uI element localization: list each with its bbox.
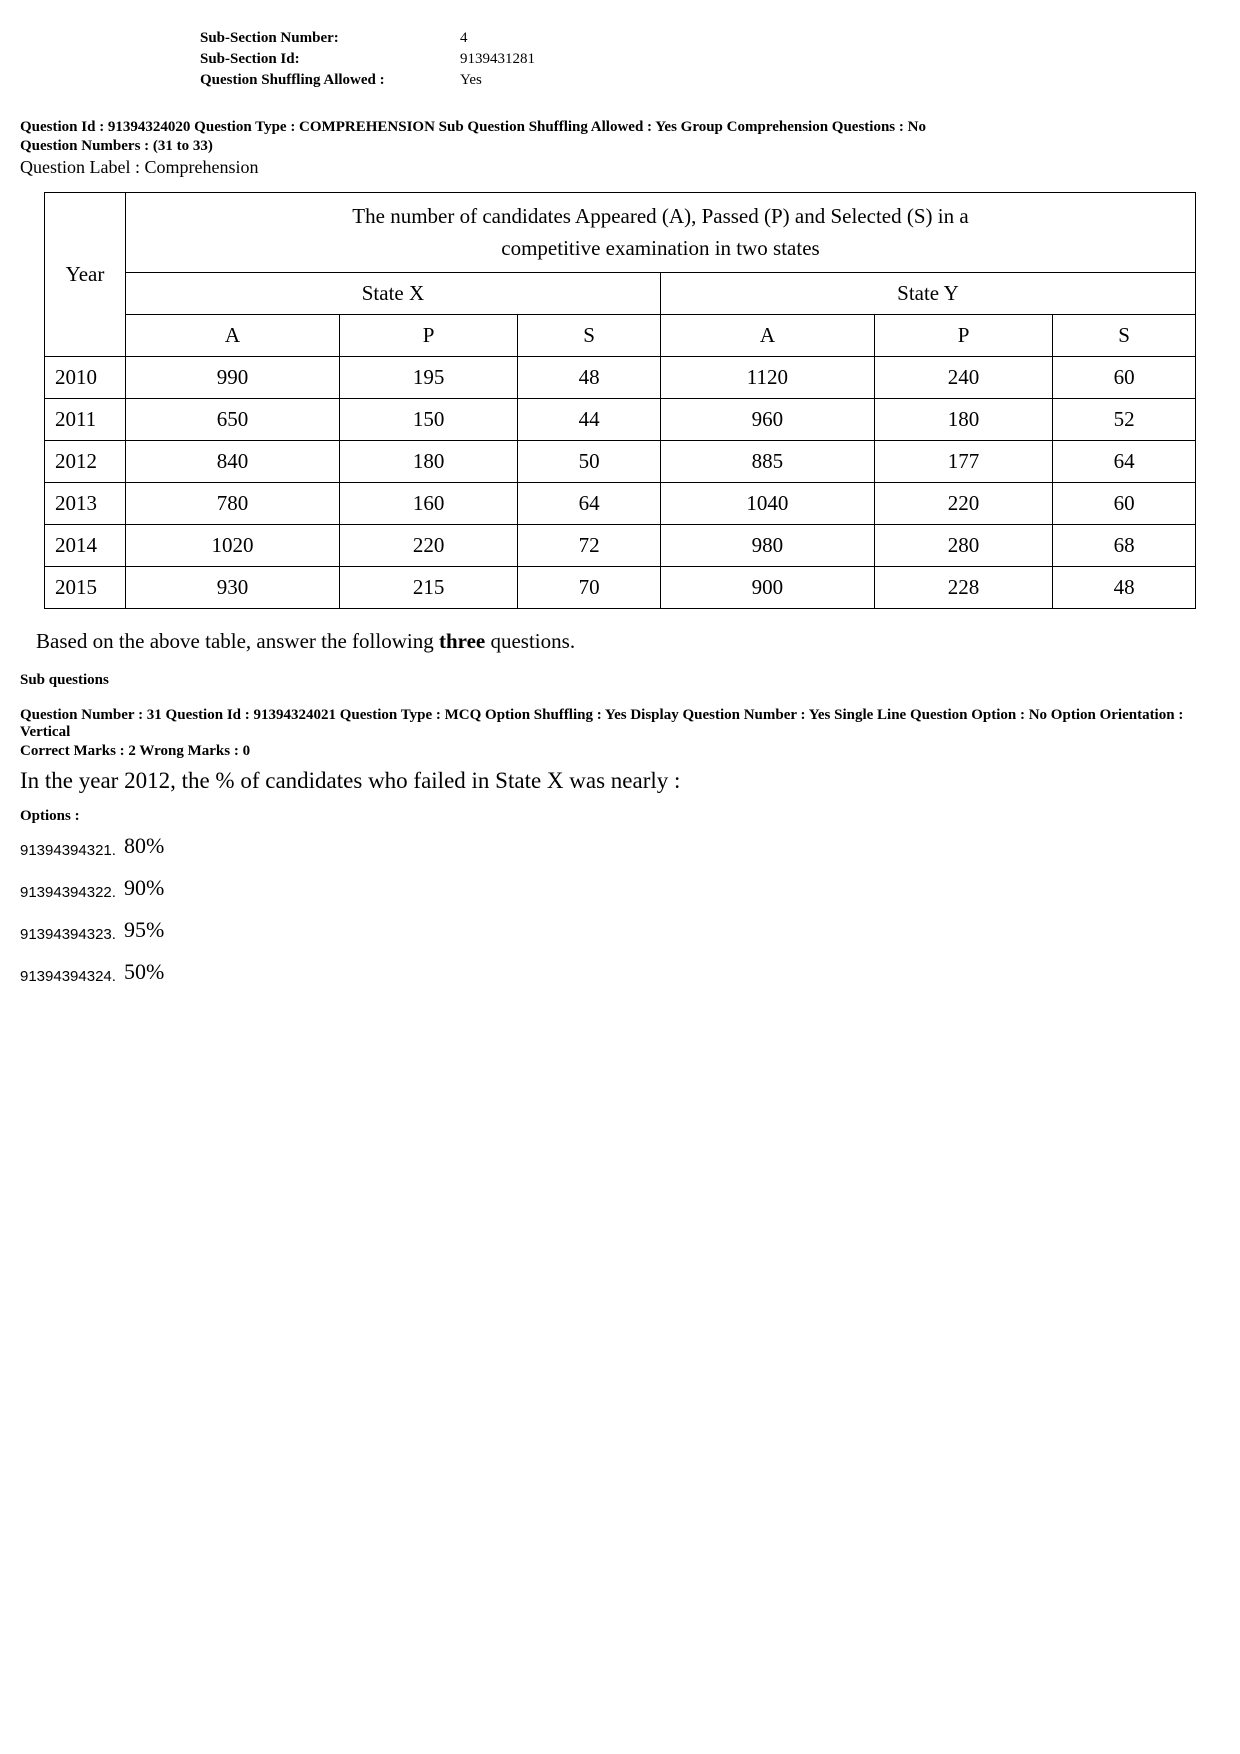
year-header: Year <box>45 193 126 357</box>
data-cell: 980 <box>660 525 874 567</box>
caption-line1: The number of candidates Appeared (A), P… <box>352 204 968 228</box>
sub-questions-label: Sub questions <box>20 672 1220 689</box>
year-cell: 2011 <box>45 399 126 441</box>
meta-row: Question Shuffling Allowed : Yes <box>200 72 1220 89</box>
data-cell: 990 <box>126 357 340 399</box>
data-cell: 68 <box>1053 525 1196 567</box>
option-value: 95% <box>124 919 164 943</box>
sub-header-row: A P S A P S <box>45 315 1196 357</box>
table-caption: The number of candidates Appeared (A), P… <box>126 193 1196 273</box>
table-row: 20159302157090022848 <box>45 567 1196 609</box>
meta-row: Sub-Section Id: 9139431281 <box>200 51 1220 68</box>
option-id: 91394394322. <box>20 884 116 901</box>
question-header-line1: Question Number : 31 Question Id : 91394… <box>20 707 1220 741</box>
option-id: 91394394323. <box>20 926 116 943</box>
instruction-suffix: questions. <box>485 629 575 653</box>
table-row: 201378016064104022060 <box>45 483 1196 525</box>
col-header: S <box>518 315 661 357</box>
col-header: S <box>1053 315 1196 357</box>
meta-row: Sub-Section Number: 4 <box>200 30 1220 47</box>
data-cell: 228 <box>874 567 1052 609</box>
data-cell: 177 <box>874 441 1052 483</box>
state-header-row: State X State Y <box>45 273 1196 315</box>
table-row: 20116501504496018052 <box>45 399 1196 441</box>
col-header: P <box>339 315 517 357</box>
data-cell: 180 <box>874 399 1052 441</box>
data-cell: 220 <box>339 525 517 567</box>
data-cell: 900 <box>660 567 874 609</box>
instruction-text: Based on the above table, answer the fol… <box>36 629 1220 654</box>
data-cell: 930 <box>126 567 340 609</box>
data-cell: 885 <box>660 441 874 483</box>
meta-label: Question Shuffling Allowed : <box>200 72 460 89</box>
instruction-bold: three <box>439 629 485 653</box>
comprehension-header-line1: Question Id : 91394324020 Question Type … <box>20 119 1220 136</box>
data-cell: 60 <box>1053 357 1196 399</box>
comprehension-header-line2: Question Numbers : (31 to 33) <box>20 138 1220 155</box>
data-cell: 195 <box>339 357 517 399</box>
meta-value: Yes <box>460 72 482 89</box>
meta-value: 9139431281 <box>460 51 535 68</box>
question-text: In the year 2012, the % of candidates wh… <box>20 768 1220 794</box>
year-cell: 2012 <box>45 441 126 483</box>
data-cell: 44 <box>518 399 661 441</box>
data-cell: 60 <box>1053 483 1196 525</box>
year-cell: 2013 <box>45 483 126 525</box>
data-cell: 780 <box>126 483 340 525</box>
table-row: 201410202207298028068 <box>45 525 1196 567</box>
data-cell: 960 <box>660 399 874 441</box>
question-header-line2: Correct Marks : 2 Wrong Marks : 0 <box>20 743 1220 760</box>
year-cell: 2010 <box>45 357 126 399</box>
data-cell: 48 <box>1053 567 1196 609</box>
data-cell: 72 <box>518 525 661 567</box>
option-value: 80% <box>124 835 164 859</box>
data-cell: 215 <box>339 567 517 609</box>
data-cell: 50 <box>518 441 661 483</box>
option-id: 91394394324. <box>20 968 116 985</box>
data-cell: 240 <box>874 357 1052 399</box>
sub-section-metadata: Sub-Section Number: 4 Sub-Section Id: 91… <box>200 30 1220 89</box>
meta-label: Sub-Section Number: <box>200 30 460 47</box>
question-label: Question Label : Comprehension <box>20 157 1220 178</box>
meta-value: 4 <box>460 30 468 47</box>
data-cell: 280 <box>874 525 1052 567</box>
col-header: P <box>874 315 1052 357</box>
instruction-prefix: Based on the above table, answer the fol… <box>36 629 439 653</box>
option-row: 91394394322. 90% <box>20 877 1220 901</box>
data-cell: 1040 <box>660 483 874 525</box>
data-cell: 70 <box>518 567 661 609</box>
data-cell: 1120 <box>660 357 874 399</box>
data-cell: 840 <box>126 441 340 483</box>
meta-label: Sub-Section Id: <box>200 51 460 68</box>
col-header: A <box>126 315 340 357</box>
options-label: Options : <box>20 808 1220 825</box>
data-cell: 160 <box>339 483 517 525</box>
state-x-header: State X <box>126 273 661 315</box>
option-value: 50% <box>124 961 164 985</box>
data-cell: 220 <box>874 483 1052 525</box>
option-row: 91394394323. 95% <box>20 919 1220 943</box>
option-row: 91394394324. 50% <box>20 961 1220 985</box>
data-cell: 180 <box>339 441 517 483</box>
year-cell: 2015 <box>45 567 126 609</box>
data-cell: 52 <box>1053 399 1196 441</box>
option-id: 91394394321. <box>20 842 116 859</box>
options-container: 91394394321.80%91394394322.90%9139439432… <box>20 835 1220 985</box>
candidates-table: Year The number of candidates Appeared (… <box>44 192 1196 609</box>
data-cell: 64 <box>1053 441 1196 483</box>
option-value: 90% <box>124 877 164 901</box>
table-caption-row: Year The number of candidates Appeared (… <box>45 193 1196 273</box>
data-cell: 1020 <box>126 525 340 567</box>
table-row: 20128401805088517764 <box>45 441 1196 483</box>
state-y-header: State Y <box>660 273 1195 315</box>
data-cell: 150 <box>339 399 517 441</box>
data-cell: 64 <box>518 483 661 525</box>
year-cell: 2014 <box>45 525 126 567</box>
col-header: A <box>660 315 874 357</box>
caption-line2: competitive examination in two states <box>501 236 819 260</box>
option-row: 91394394321. 80% <box>20 835 1220 859</box>
data-cell: 48 <box>518 357 661 399</box>
data-cell: 650 <box>126 399 340 441</box>
table-row: 201099019548112024060 <box>45 357 1196 399</box>
